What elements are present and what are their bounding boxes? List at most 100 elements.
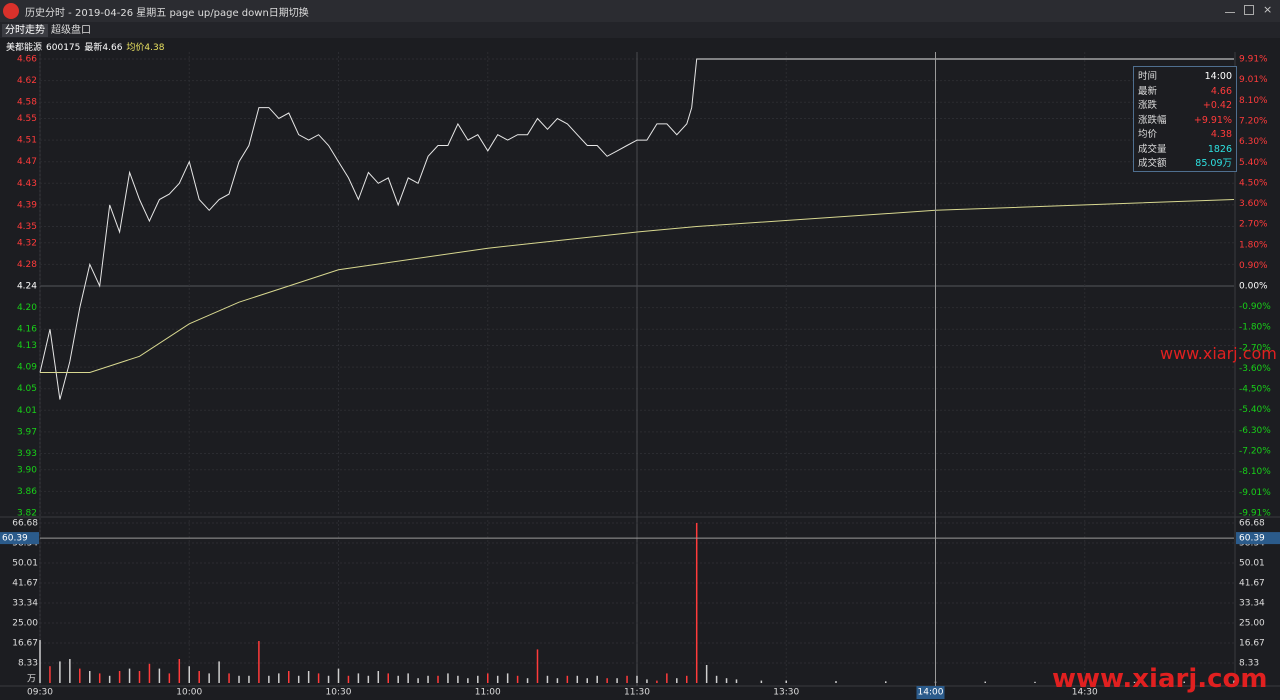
y-tick-label: 50.01: [12, 559, 38, 569]
volume-bar: [79, 668, 81, 683]
volume-bar: [118, 671, 121, 683]
volume-bar: [427, 675, 429, 683]
volume-bar: [646, 679, 648, 683]
volume-bar: [387, 673, 389, 683]
tooltip-value: +0.42: [1202, 100, 1232, 111]
y2-tick-label: -1.80%: [1239, 323, 1271, 333]
y2-tick-label: 8.33: [1239, 659, 1259, 669]
y2-tick-label: 9.01%: [1239, 75, 1268, 85]
volume-bar: [437, 675, 439, 683]
y2-tick-label: -2.70%: [1239, 343, 1271, 353]
volume-bar: [208, 673, 210, 683]
y-tick-label: 4.20: [17, 303, 37, 313]
y2-tick-label: -4.50%: [1239, 385, 1271, 395]
tab[interactable]: 分时走势: [2, 24, 48, 37]
y2-tick-label: 41.67: [1239, 579, 1265, 589]
volume-bar: [636, 675, 638, 683]
volume-bar: [1133, 681, 1136, 683]
volume-bar: [477, 675, 479, 683]
title-bar: 历史分时 - 2019-04-26 星期五 page up/page down日…: [0, 0, 1280, 23]
y2-tick-label: 9.91%: [1239, 55, 1268, 65]
volume-bar: [616, 678, 618, 683]
y-tick-label: 4.28: [17, 260, 37, 270]
y-tick-label: 4.13: [17, 341, 37, 351]
y-tick-label: 4.24: [17, 282, 37, 292]
y2-tick-label: 6.30%: [1239, 137, 1268, 147]
volume-bar: [158, 668, 161, 683]
stock-info: 美都能源 600175 最新4.66 均价4.38: [6, 40, 168, 53]
volume-bar: [516, 675, 519, 683]
tooltip-label: 成交量: [1138, 143, 1167, 155]
volume-bar: [198, 671, 200, 683]
plot-background: [0, 52, 1280, 700]
y-tick-label: 4.39: [17, 200, 37, 210]
y2-tick-label: 0.00%: [1239, 282, 1268, 292]
volume-bar: [705, 665, 708, 683]
y2-tick-label: 2.70%: [1239, 220, 1268, 230]
y-tick-label: 8.33: [18, 659, 38, 669]
tab[interactable]: 超级盘口: [51, 25, 91, 36]
volume-bar: [148, 663, 151, 683]
volume-bar: [188, 666, 190, 683]
volume-bar: [307, 671, 310, 683]
maximize-button[interactable]: [1244, 5, 1254, 15]
cursor-label: 14:00: [918, 688, 944, 698]
y-tick-label: 3.97: [17, 427, 37, 437]
y2-tick-label: 25.00: [1239, 619, 1265, 629]
volume-bar: [278, 673, 280, 683]
price-line: [39, 58, 1234, 400]
cursor-box: [0, 532, 39, 545]
y-tick-label: 3.93: [17, 449, 37, 459]
volume-bar: [546, 675, 549, 683]
minimize-button[interactable]: [1225, 5, 1235, 13]
watermark: www.xiarj.com: [1052, 664, 1268, 694]
volume-bar: [735, 679, 738, 683]
volume-bar: [447, 673, 449, 683]
volume-bar: [248, 675, 250, 683]
y2-tick-label: 7.20%: [1239, 117, 1268, 127]
y-tick-label: 4.55: [17, 114, 37, 124]
y2-tick-label: -6.30%: [1239, 426, 1271, 436]
volume-bar: [695, 523, 698, 683]
y-tick-label: 4.51: [17, 136, 37, 146]
tooltip-value: 4.66: [1210, 85, 1232, 97]
x-tick-label: 13:30: [773, 688, 799, 698]
y2-tick-label: -9.91%: [1239, 509, 1271, 519]
x-tick-label: 10:00: [176, 688, 202, 698]
volume-bar: [1233, 680, 1235, 683]
volume-bar: [297, 675, 300, 683]
y-tick-label: 3.82: [17, 509, 37, 519]
y-tick-label: 41.67: [12, 579, 38, 589]
volume-bar: [327, 675, 330, 683]
volume-bar: [128, 668, 131, 683]
cursor-box: [1236, 532, 1280, 545]
volume-bar: [1084, 681, 1086, 683]
y-tick-label: 25.00: [12, 619, 38, 629]
tooltip-value: 14:00: [1204, 71, 1232, 82]
price-line: [40, 199, 1235, 373]
close-button[interactable]: ×: [1263, 3, 1273, 16]
volume-bar: [536, 649, 539, 683]
y-tick-label: 16.67: [12, 639, 38, 649]
tooltip-label: 最新: [1138, 85, 1158, 97]
avg-price: 均价4.38: [126, 43, 165, 53]
volume-bar: [487, 673, 489, 683]
y2-tick-label: 3.60%: [1239, 199, 1268, 209]
tooltip-value: 1826: [1207, 143, 1232, 155]
y-tick-label: 4.62: [17, 76, 37, 86]
volume-bar: [984, 681, 986, 683]
window-title: 历史分时 - 2019-04-26 星期五 page up/page down日…: [25, 8, 309, 19]
volume-bar: [606, 678, 608, 683]
tooltip-label: 成交额: [1138, 158, 1167, 169]
volume-bar: [357, 673, 360, 683]
y2-tick-label: 5.40%: [1239, 158, 1268, 168]
volume-bar: [367, 675, 370, 683]
y2-tick-label: 66.68: [1239, 519, 1265, 529]
cursor-box: [916, 686, 945, 699]
volume-bar: [89, 671, 91, 683]
latest-price: 最新4.66: [84, 43, 123, 53]
y-tick-label: 4.43: [17, 179, 37, 189]
volume-bar: [506, 673, 509, 683]
